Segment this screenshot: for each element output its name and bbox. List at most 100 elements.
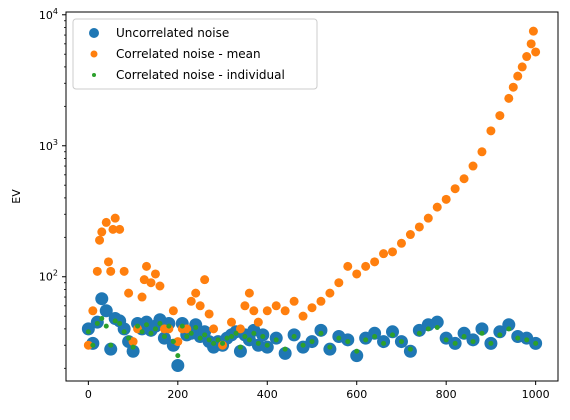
series-correlated-individual-point	[381, 340, 387, 346]
series-correlated-individual-point	[533, 340, 539, 346]
x-tick-label: 0	[85, 388, 92, 401]
series-correlated-individual-point	[193, 324, 199, 330]
legend-marker	[92, 73, 96, 77]
series-correlated-individual-point	[175, 353, 181, 359]
series-correlated-mean-point	[361, 261, 371, 271]
series-correlated-individual-point	[126, 335, 132, 341]
series-correlated-individual-point	[166, 323, 172, 329]
series-correlated-mean-point	[173, 337, 183, 347]
series-correlated-individual-point	[260, 333, 266, 339]
series-correlated-individual-point	[524, 337, 530, 343]
legend-marker	[90, 50, 98, 58]
plot-area	[81, 26, 543, 373]
series-correlated-individual-point	[85, 329, 91, 335]
x-tick-label: 400	[257, 388, 278, 401]
series-correlated-individual-point	[99, 316, 105, 321]
series-correlated-mean-point	[137, 292, 147, 302]
series-correlated-individual-point	[515, 335, 521, 341]
series-correlated-individual-point	[390, 332, 396, 338]
series-correlated-individual-point	[117, 320, 123, 326]
series-uncorrelated-point	[104, 342, 118, 356]
series-correlated-individual-point	[228, 333, 234, 339]
series-correlated-mean-point	[124, 288, 134, 298]
series-correlated-individual-point	[184, 333, 190, 339]
series-correlated-mean-point	[528, 26, 538, 36]
series-correlated-mean-point	[128, 337, 138, 347]
series-correlated-mean-point	[92, 266, 102, 276]
series-correlated-mean-point	[334, 278, 344, 288]
series-correlated-individual-point	[94, 320, 100, 326]
series-correlated-individual-point	[506, 326, 512, 332]
series-correlated-mean-point	[307, 303, 317, 313]
series-uncorrelated-point	[171, 359, 185, 373]
series-correlated-mean-point	[139, 275, 149, 285]
series-correlated-mean-point	[316, 296, 326, 306]
series-3	[85, 316, 539, 359]
series-correlated-individual-point	[327, 344, 333, 350]
series-uncorrelated-point	[233, 344, 247, 358]
series-uncorrelated-point	[198, 325, 212, 339]
series-correlated-mean-point	[280, 306, 290, 316]
series-correlated-mean-point	[204, 309, 214, 319]
series-correlated-individual-point	[318, 330, 324, 336]
series-correlated-mean-point	[414, 222, 424, 232]
series-correlated-individual-point	[273, 337, 279, 343]
series-correlated-individual-point	[251, 330, 257, 336]
series-correlated-individual-point	[237, 344, 243, 350]
series-correlated-individual-point	[309, 339, 315, 345]
series-correlated-individual-point	[282, 346, 288, 352]
series-correlated-mean-point	[244, 288, 254, 298]
series-uncorrelated-point	[457, 326, 471, 340]
legend-box	[72, 18, 318, 90]
series-uncorrelated-point	[368, 326, 382, 340]
series-correlated-mean-point	[200, 275, 210, 285]
series-correlated-individual-point	[363, 337, 369, 343]
series-correlated-individual-point	[103, 323, 109, 329]
x-tick-label: 200	[167, 388, 188, 401]
series-correlated-individual-point	[152, 326, 158, 332]
series-correlated-mean-point	[186, 296, 196, 306]
series-correlated-individual-point	[202, 332, 208, 338]
series-correlated-mean-point	[110, 213, 120, 223]
series-uncorrelated-point	[99, 304, 113, 318]
series-correlated-individual-point	[264, 342, 270, 348]
series-correlated-individual-point	[197, 335, 203, 341]
series-correlated-individual-point	[479, 330, 485, 336]
series-correlated-individual-point	[291, 333, 297, 339]
series-correlated-mean-point	[119, 266, 129, 276]
series-correlated-individual-point	[425, 326, 431, 332]
series-correlated-individual-point	[206, 337, 212, 343]
series-correlated-individual-point	[470, 339, 476, 345]
series-correlated-individual-point	[135, 323, 141, 329]
series-correlated-mean-point	[108, 224, 118, 234]
series-correlated-mean-point	[101, 217, 111, 227]
series-correlated-mean-point	[155, 281, 165, 291]
series-correlated-mean-point	[235, 324, 245, 334]
series-correlated-mean-point	[432, 202, 442, 212]
series-correlated-mean-point	[262, 306, 272, 316]
y-axis-label: EV	[10, 189, 23, 204]
series-correlated-individual-point	[434, 324, 440, 330]
series-correlated-mean-point	[150, 269, 160, 279]
series-uncorrelated-point	[81, 322, 95, 336]
series-correlated-mean-point	[379, 249, 389, 259]
series-correlated-mean-point	[522, 52, 532, 62]
series-correlated-mean-point	[168, 306, 178, 316]
series-correlated-mean-point	[388, 247, 398, 257]
series-correlated-mean-point	[115, 224, 125, 234]
legend-entry: Correlated noise - mean	[90, 47, 261, 61]
series-correlated-mean-point	[504, 93, 514, 103]
series-correlated-mean-point	[423, 213, 433, 223]
axes-frame	[65, 11, 559, 382]
series-correlated-mean-point	[209, 324, 219, 334]
series-correlated-mean-point	[146, 278, 156, 288]
series-correlated-mean-point	[513, 71, 523, 81]
series-correlated-mean-point	[508, 82, 518, 92]
series-correlated-individual-point	[246, 337, 252, 343]
series-correlated-individual-point	[354, 348, 360, 354]
series-uncorrelated-point	[502, 318, 516, 332]
legend-label: Correlated noise - individual	[116, 68, 285, 82]
series-correlated-mean-point	[271, 301, 281, 311]
legend-marker	[89, 28, 99, 38]
